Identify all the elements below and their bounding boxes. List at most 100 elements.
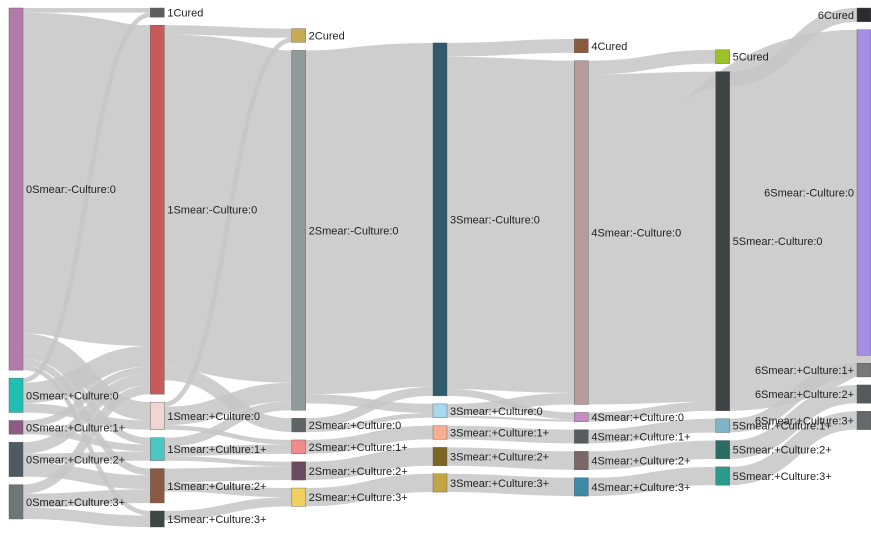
sankey-node-label: 1Smear:+Culture:3+	[167, 514, 266, 526]
sankey-node-label: 4Cured	[591, 41, 627, 53]
sankey-node-label: 1Smear:+Culture:0	[167, 411, 260, 423]
sankey-link	[305, 473, 434, 507]
sankey-node[interactable]	[291, 487, 306, 507]
sankey-node[interactable]	[8, 377, 24, 413]
sankey-node[interactable]	[432, 42, 448, 397]
sankey-node[interactable]	[856, 29, 871, 356]
sankey-link	[164, 497, 292, 521]
sankey-node[interactable]	[856, 411, 871, 430]
sankey-link	[164, 444, 292, 456]
sankey-node-label: 2Smear:+Culture:0	[309, 420, 402, 432]
sankey-node[interactable]	[8, 420, 24, 435]
sankey-node[interactable]	[715, 418, 730, 433]
sankey-link	[588, 49, 716, 75]
sankey-node-label: 6Cured	[818, 10, 854, 22]
sankey-node-label: 5Smear:+Culture:1+	[733, 421, 832, 433]
sankey-link	[729, 384, 858, 459]
sankey-node[interactable]	[150, 510, 165, 528]
sankey-node[interactable]	[8, 442, 24, 477]
sankey-link	[446, 447, 575, 470]
sankey-link	[22, 489, 151, 508]
sankey-link	[164, 482, 292, 498]
sankey-node[interactable]	[574, 38, 589, 53]
sankey-node-label: 4Smear:-Culture:0	[591, 228, 681, 240]
sankey-node-label: 1Smear:+Culture:2+	[167, 481, 266, 493]
sankey-link	[22, 373, 151, 454]
sankey-link	[160, 34, 296, 383]
sankey-node-label: 5Cured	[733, 52, 769, 64]
sankey-link	[164, 455, 292, 467]
sankey-node[interactable]	[8, 484, 24, 520]
sankey-node[interactable]	[291, 50, 306, 411]
sankey-node-label: 1Smear:-Culture:0	[167, 205, 257, 217]
sankey-node[interactable]	[432, 473, 448, 493]
sankey-node[interactable]	[715, 440, 730, 460]
sankey-link	[164, 466, 292, 483]
sankey-node[interactable]	[150, 7, 165, 18]
sankey-link	[446, 425, 575, 444]
sankey-link	[729, 363, 858, 433]
sankey-link	[20, 12, 153, 347]
sankey-node-label: 4Smear:+Culture:3+	[591, 482, 690, 494]
sankey-node[interactable]	[291, 439, 306, 454]
sankey-node[interactable]	[574, 477, 589, 497]
sankey-link	[446, 473, 575, 497]
sankey-link	[164, 425, 292, 445]
sankey-node-label: 3Smear:+Culture:1+	[450, 428, 549, 440]
sankey-node-label: 0Smear:+Culture:2+	[26, 454, 125, 466]
sankey-link	[305, 425, 434, 454]
sankey-link	[22, 366, 151, 428]
sankey-node[interactable]	[574, 429, 589, 444]
sankey-nodes	[8, 7, 871, 528]
sankey-node[interactable]	[715, 49, 730, 64]
sankey-node-label: 4Smear:+Culture:0	[591, 412, 684, 424]
sankey-node-label: 6Smear:+Culture:3+	[755, 415, 854, 427]
sankey-link	[22, 384, 151, 494]
sankey-link	[588, 440, 716, 470]
sankey-node[interactable]	[574, 412, 589, 422]
sankey-link	[305, 386, 434, 428]
sankey-link	[304, 42, 435, 395]
sankey-links	[20, 8, 871, 527]
sankey-node-label: 6Smear:+Culture:1+	[755, 365, 854, 377]
sankey-node[interactable]	[150, 401, 165, 430]
sankey-link	[588, 418, 716, 444]
sankey-node[interactable]	[291, 461, 306, 481]
sankey-node[interactable]	[715, 71, 730, 411]
sankey-node[interactable]	[291, 418, 306, 433]
sankey-node[interactable]	[432, 425, 448, 440]
sankey-node[interactable]	[574, 451, 589, 470]
sankey-link	[587, 71, 717, 405]
sankey-node-label: 2Smear:+Culture:2+	[309, 466, 408, 478]
sankey-link	[305, 447, 434, 481]
sankey-node[interactable]	[8, 7, 24, 371]
sankey-link	[446, 393, 575, 416]
sankey-node-label: 1Cured	[167, 8, 203, 20]
sankey-node-label: 5Smear:-Culture:0	[733, 236, 823, 248]
sankey-node[interactable]	[150, 24, 165, 395]
sankey-node-label: 0Smear:+Culture:1+	[26, 422, 125, 434]
sankey-node-label: 3Smear:+Culture:2+	[450, 452, 549, 464]
sankey-link	[22, 462, 151, 490]
sankey-link	[164, 382, 292, 426]
sankey-link	[305, 413, 434, 432]
sankey-node-label: 2Smear:+Culture:3+	[309, 492, 408, 504]
sankey-node[interactable]	[856, 7, 871, 22]
sankey-node[interactable]	[291, 28, 306, 43]
sankey-node[interactable]	[856, 384, 871, 404]
sankey-node-label: 3Smear:+Culture:0	[450, 406, 543, 418]
sankey-node-label: 2Smear:-Culture:0	[309, 225, 399, 237]
sankey-node[interactable]	[574, 60, 589, 405]
sankey-node[interactable]	[150, 437, 165, 461]
sankey-node-label: 5Smear:+Culture:2+	[733, 445, 832, 457]
sankey-node[interactable]	[715, 466, 730, 486]
sankey-labels: 0Smear:-Culture:0 0Smear:+Culture:0 0Smear…	[26, 8, 854, 526]
sankey-node-label: 4Smear:+Culture:1+	[591, 432, 690, 444]
sankey-link	[446, 56, 576, 394]
sankey-node[interactable]	[856, 362, 871, 378]
sankey-node[interactable]	[432, 447, 448, 466]
sankey-node[interactable]	[432, 403, 448, 418]
sankey-node[interactable]	[150, 468, 165, 504]
sankey-link	[22, 451, 151, 463]
